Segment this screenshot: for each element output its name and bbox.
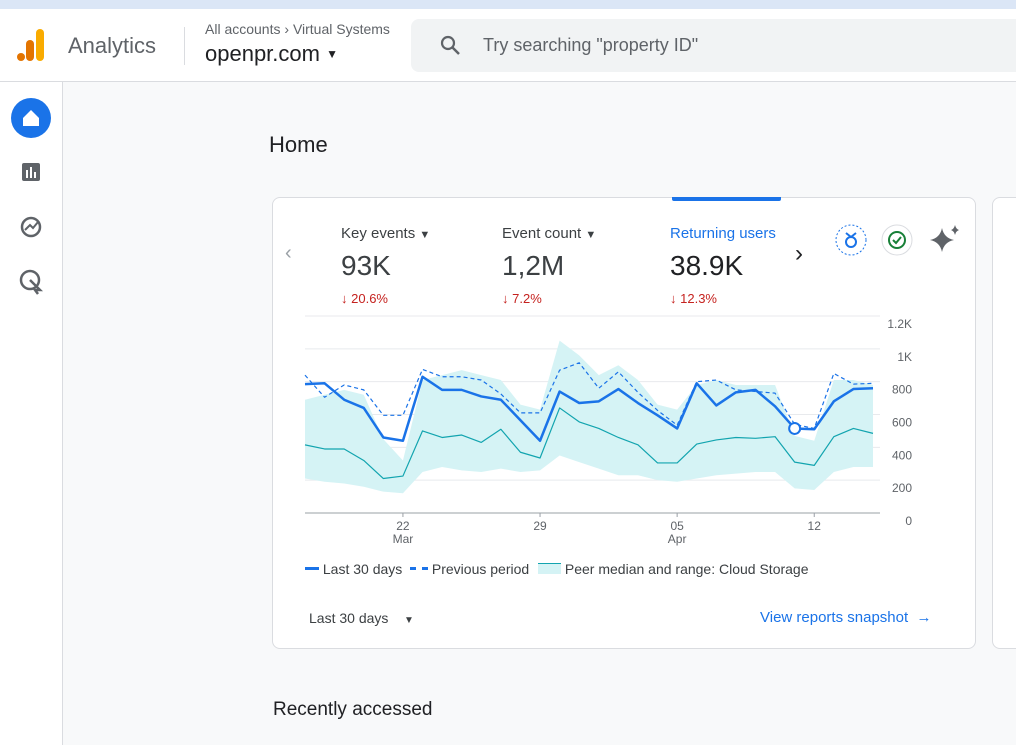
metric-label[interactable]: Event count ▼ [502,225,597,242]
y-tick-label: 1.2K [887,317,912,331]
metric-label[interactable]: Key events ▼ [341,225,431,242]
badge-icon[interactable] [835,224,867,256]
date-range: Last 30 days [309,610,389,626]
legend-label: Peer median and range: Cloud Storage [564,561,809,577]
breadcrumb-item[interactable]: Virtual Systems [292,21,390,37]
sidebar [0,82,63,745]
card-icons [835,224,959,256]
legend-item: Peer median and range: Cloud Storage [538,561,809,577]
hover-point [788,421,802,435]
breadcrumb: All accounts › Virtual Systems [205,21,390,37]
next-arrow[interactable]: › [795,240,803,267]
tab-indicator [672,197,781,201]
x-tick-label: 22 [396,519,410,533]
insights-icon[interactable] [930,225,959,252]
series-line [304,407,874,480]
date-range-picker[interactable]: Last 30 days ▼ [309,610,414,626]
legend-marker [538,563,561,574]
legend-label: Previous period [431,561,530,577]
metric-label[interactable]: Returning users [670,225,776,242]
y-tick-label: 800 [892,383,912,397]
x-tick-label: 12 [808,519,822,533]
app-name: Analytics [68,33,157,58]
property-name: openpr.com [205,41,320,66]
header: Analytics All accounts › Virtual Systems… [0,9,1016,82]
x-tick-label: 29 [533,519,547,533]
legend-marker [305,567,319,570]
metric-value: 38.9K [670,250,744,281]
y-tick-label: 200 [892,481,912,495]
y-tick-label: 0 [905,514,912,528]
metric-label-text: Event count [502,225,582,242]
metric-label-text: Key events [341,225,416,242]
search-placeholder: Try searching "property ID" [483,35,699,55]
page-title: Home [269,132,328,157]
side-card [992,197,1016,649]
nav-icons [11,98,51,295]
legend-item: Last 30 days [305,561,402,577]
nav-home[interactable] [11,98,51,138]
y-tick-label: 600 [892,416,912,430]
series-line [304,375,874,443]
section-title: Recently accessed [273,699,433,720]
nav-advertising[interactable] [19,269,44,295]
x-month-label: Mar [393,532,414,546]
metric-value: 1,2M [502,250,565,281]
x-month-label: Apr [668,532,687,546]
metric-change: ↓ 20.6% [341,291,388,306]
property-picker[interactable]: openpr.com ▼ [205,41,338,66]
metric-change-value: 7.2% [512,291,542,306]
check-icon[interactable] [881,224,913,256]
metric-change-value: 12.3% [680,291,717,306]
snapshot-link-text: View reports snapshot [760,609,909,626]
browser-strip [0,0,1016,9]
legend-label: Last 30 days [322,561,403,577]
y-tick-label: 400 [892,448,912,462]
breadcrumb-item[interactable]: All accounts [205,21,281,37]
y-tick-label: 1K [897,350,912,364]
metric-change-value: 20.6% [351,291,388,306]
nav-explore[interactable] [20,216,42,238]
range-band [305,340,873,494]
divider [184,27,185,65]
logo [17,29,44,61]
metric-value: 93K [341,250,391,281]
legend-marker [410,567,428,570]
legend-item: Previous period [410,561,529,577]
x-tick-label: 05 [670,519,684,533]
snapshot-link[interactable]: View reports snapshot → [760,609,932,626]
series-line [304,362,874,430]
prev-arrow[interactable]: ‹ [285,242,292,264]
metric-change: ↓ 7.2% [502,291,542,306]
search-icon [440,35,460,55]
nav-reports[interactable] [22,163,40,181]
metric-change: ↓ 12.3% [670,291,717,306]
search-box[interactable]: Try searching "property ID" [411,19,1016,72]
